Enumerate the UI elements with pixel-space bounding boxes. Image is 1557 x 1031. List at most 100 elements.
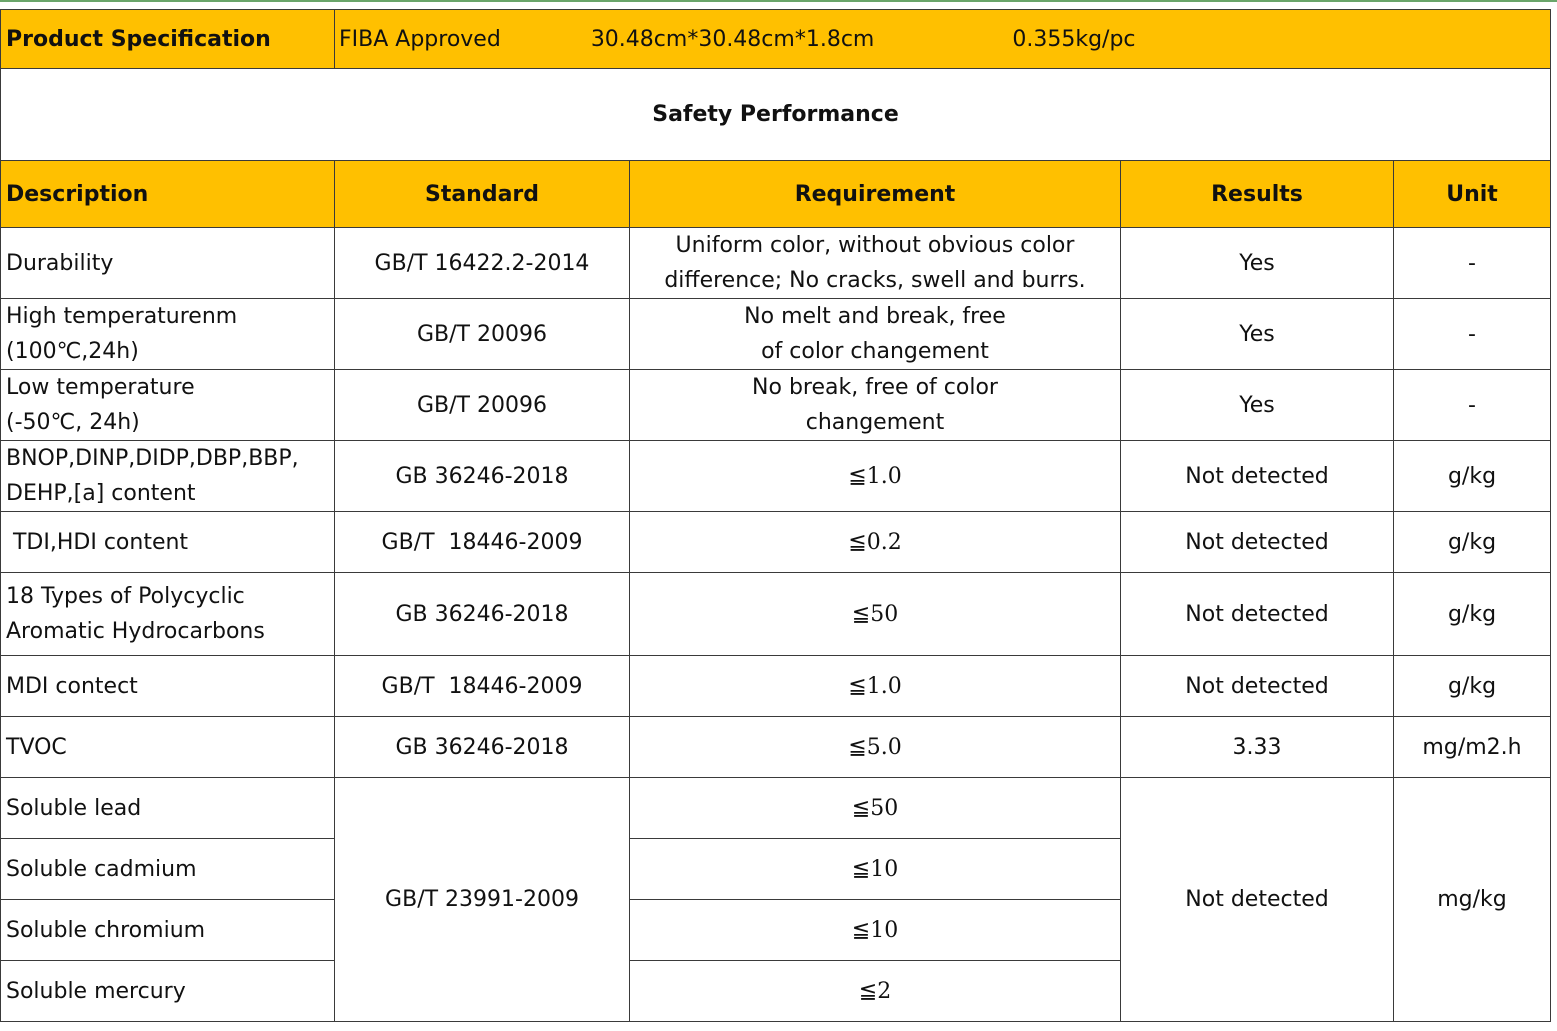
requirement-cell[interactable]: ≦2 <box>629 960 1121 1022</box>
description-cell[interactable]: Soluble cadmium <box>0 838 335 900</box>
table-row: BNOP,DINP,DIDP,DBP,BBP, DEHP,[a] content G… <box>0 440 1552 512</box>
requirement-cell[interactable]: ≦50 <box>629 777 1121 839</box>
table-row: Durability GB/T 16422.2-2014 Uniform color… <box>0 227 1552 299</box>
standard-cell[interactable]: GB/T 18446-2009 <box>334 655 630 717</box>
unit-cell[interactable]: - <box>1392 298 1552 370</box>
requirement-cell[interactable]: Uniform color, without obvious color diff… <box>629 227 1121 299</box>
requirement-line: No break, free of color <box>752 375 998 400</box>
requirement-line: ≦0.2 <box>848 529 902 555</box>
table-row: 18 Types of Polycyclic Aromatic Hydrocarb… <box>0 572 1552 656</box>
requirement-cell[interactable]: No melt and break, free of color changeme… <box>629 298 1121 370</box>
requirement-line: No melt and break, free <box>744 304 1006 329</box>
table-row: TDI,HDI content GB/T 18446-2009 ≦0.2 Not de… <box>0 511 1552 573</box>
standard-cell[interactable]: GB 36246-2018 <box>334 716 630 778</box>
description-line: Low temperature <box>6 375 195 400</box>
data-rows: Durability GB/T 16422.2-2014 Uniform color… <box>0 227 1552 778</box>
soluble-standard-cell[interactable]: GB/T 23991-2009 <box>334 777 630 1022</box>
product-spec-values[interactable]: FIBA Approved 30.48cm*30.48cm*1.8cm 0.35… <box>333 9 1552 69</box>
description-cell[interactable]: Low temperature (-50℃, 24h) <box>0 369 335 441</box>
table-row: Soluble lead GB/T 23991-2009 ≦50 Not detect… <box>0 777 1552 1022</box>
results-cell[interactable]: Not detected <box>1120 572 1394 656</box>
description-cell[interactable]: High temperaturenm (100℃,24h) <box>0 298 335 370</box>
unit-cell[interactable]: g/kg <box>1392 511 1552 573</box>
spec-table: Product Specification FIBA Approved 30.4… <box>0 9 1552 1022</box>
description-cell[interactable]: MDI contect <box>0 655 335 717</box>
unit-cell[interactable]: - <box>1392 227 1552 299</box>
requirement-line: ≦5.0 <box>848 734 902 760</box>
product-spec-label[interactable]: Product Specification <box>0 9 335 69</box>
soluble-unit-cell[interactable]: mg/kg <box>1392 777 1552 1022</box>
description-cell[interactable]: Durability <box>0 227 335 299</box>
spec-approval: FIBA Approved <box>339 26 501 52</box>
description-line: (-50℃, 24h) <box>6 410 140 435</box>
description-cell[interactable]: Soluble lead <box>0 777 335 839</box>
description-cell[interactable]: 18 Types of Polycyclic Aromatic Hydrocarb… <box>0 572 335 656</box>
requirement-line: difference; No cracks, swell and burrs. <box>664 268 1086 293</box>
description-line: 18 Types of Polycyclic <box>6 584 245 609</box>
description-line: (100℃,24h) <box>6 339 139 364</box>
description-line: TVOC <box>6 734 67 760</box>
header-requirement[interactable]: Requirement <box>629 160 1121 228</box>
description-line: Durability <box>6 250 114 276</box>
requirement-cell[interactable]: ≦10 <box>629 838 1121 900</box>
header-standard[interactable]: Standard <box>334 160 630 228</box>
requirement-line: ≦50 <box>851 601 899 627</box>
results-cell[interactable]: Not detected <box>1120 655 1394 717</box>
standard-cell[interactable]: GB/T 16422.2-2014 <box>334 227 630 299</box>
unit-cell[interactable]: g/kg <box>1392 440 1552 512</box>
requirement-line: of color changement <box>761 339 989 364</box>
requirement-line: Uniform color, without obvious color <box>675 233 1075 258</box>
sheet-top-border <box>0 0 1557 9</box>
table-row: High temperaturenm (100℃,24h) GB/T 20096 No… <box>0 298 1552 370</box>
requirement-cell[interactable]: ≦10 <box>629 899 1121 961</box>
results-cell[interactable]: 3.33 <box>1120 716 1394 778</box>
table-row: Soluble mercury ≦2 <box>0 960 1551 1022</box>
requirement-cell[interactable]: ≦0.2 <box>629 511 1121 573</box>
spec-weight: 0.355kg/pc <box>1012 26 1136 52</box>
table-row: Soluble cadmium ≦10 <box>0 838 1551 900</box>
header-description[interactable]: Description <box>0 160 335 228</box>
results-cell[interactable]: Yes <box>1120 369 1394 441</box>
standard-cell[interactable]: GB/T 18446-2009 <box>334 511 630 573</box>
description-line: MDI contect <box>6 673 138 699</box>
standard-cell[interactable]: GB 36246-2018 <box>334 440 630 512</box>
spec-size: 30.48cm*30.48cm*1.8cm <box>590 26 875 52</box>
description-line: BNOP,DINP,DIDP,DBP,BBP, <box>6 446 299 471</box>
standard-cell[interactable]: GB/T 20096 <box>334 369 630 441</box>
requirement-line: ≦1.0 <box>848 463 902 489</box>
requirement-cell[interactable]: No break, free of color changement <box>629 369 1121 441</box>
header-unit[interactable]: Unit <box>1392 160 1552 228</box>
title-row: Safety Performance <box>0 68 1552 161</box>
requirement-line: ≦1.0 <box>848 673 902 699</box>
results-cell[interactable]: Yes <box>1120 298 1394 370</box>
description-line: TDI,HDI content <box>6 529 189 555</box>
requirement-cell[interactable]: ≦50 <box>629 572 1121 656</box>
requirement-cell[interactable]: ≦5.0 <box>629 716 1121 778</box>
results-cell[interactable]: Yes <box>1120 227 1394 299</box>
soluble-results-cell[interactable]: Not detected <box>1120 777 1394 1022</box>
unit-cell[interactable]: g/kg <box>1392 572 1552 656</box>
requirement-line: changement <box>805 410 945 435</box>
header-results[interactable]: Results <box>1120 160 1394 228</box>
unit-cell[interactable]: - <box>1392 369 1552 441</box>
description-cell[interactable]: Soluble mercury <box>0 960 335 1022</box>
unit-cell[interactable]: g/kg <box>1392 655 1552 717</box>
description-line: High temperaturenm <box>6 304 238 329</box>
description-line: DEHP,[a] content <box>6 481 196 506</box>
description-cell[interactable]: TDI,HDI content <box>0 511 335 573</box>
description-cell[interactable]: TVOC <box>0 716 335 778</box>
soluble-rows: Soluble lead GB/T 23991-2009 ≦50 Not detect… <box>0 777 1552 1022</box>
page-title[interactable]: Safety Performance <box>0 68 1552 161</box>
standard-cell[interactable]: GB/T 20096 <box>334 298 630 370</box>
unit-cell[interactable]: mg/m2.h <box>1392 716 1552 778</box>
requirement-cell[interactable]: ≦1.0 <box>629 440 1121 512</box>
description-cell[interactable]: BNOP,DINP,DIDP,DBP,BBP, DEHP,[a] content <box>0 440 335 512</box>
standard-cell[interactable]: GB 36246-2018 <box>334 572 630 656</box>
requirement-cell[interactable]: ≦1.0 <box>629 655 1121 717</box>
product-spec-row: Product Specification FIBA Approved 30.4… <box>0 9 1552 69</box>
results-cell[interactable]: Not detected <box>1120 511 1394 573</box>
header-row: Description Standard Requirement Results… <box>0 160 1552 228</box>
description-cell[interactable]: Soluble chromium <box>0 899 335 961</box>
results-cell[interactable]: Not detected <box>1120 440 1394 512</box>
table-row: Low temperature (-50℃, 24h) GB/T 20096 No b… <box>0 369 1552 441</box>
